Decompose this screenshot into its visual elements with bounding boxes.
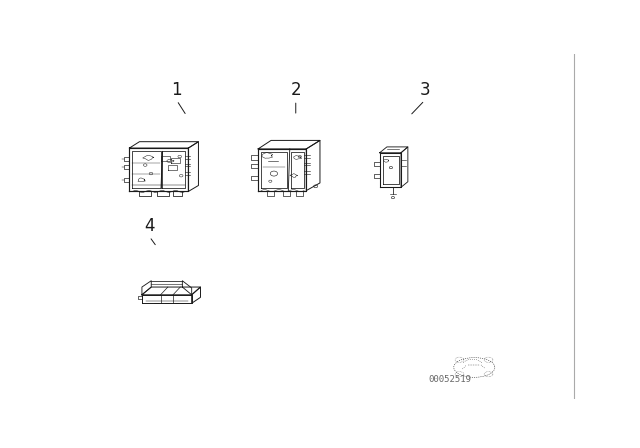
Text: 00052519: 00052519 <box>428 375 471 384</box>
Text: 2: 2 <box>291 81 301 99</box>
Text: 1: 1 <box>172 81 182 99</box>
Text: 4: 4 <box>144 217 155 235</box>
Text: 3: 3 <box>419 81 430 99</box>
